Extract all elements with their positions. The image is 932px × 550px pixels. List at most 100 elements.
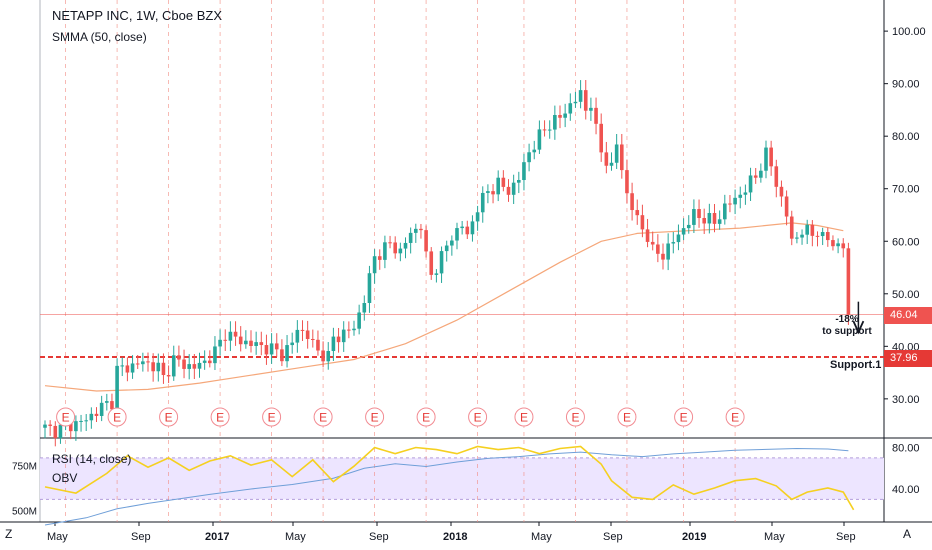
x-tick-label: May bbox=[47, 531, 68, 543]
candle-body bbox=[254, 342, 258, 346]
candle-body bbox=[506, 186, 511, 195]
candle-body bbox=[274, 343, 279, 350]
candle-body bbox=[43, 424, 47, 428]
candle-body bbox=[517, 180, 521, 183]
earnings-marker-label: E bbox=[165, 411, 173, 425]
candle-body bbox=[532, 149, 537, 153]
y-tick-label: 70.00 bbox=[892, 184, 920, 196]
earnings-marker bbox=[262, 407, 282, 427]
candle-body bbox=[120, 365, 125, 367]
candle-body bbox=[676, 234, 681, 243]
candle-body bbox=[264, 345, 269, 355]
candle-body bbox=[341, 329, 346, 343]
candle-body bbox=[48, 424, 52, 426]
earnings-marker bbox=[210, 407, 230, 427]
candle-body bbox=[182, 359, 186, 369]
candle-body bbox=[650, 241, 655, 245]
candle-body bbox=[84, 420, 88, 422]
chart-title: NETAPP INC, 1W, Cboe BZX bbox=[52, 8, 223, 23]
candle-body bbox=[177, 355, 181, 360]
candle-body bbox=[68, 423, 73, 432]
candle-body bbox=[733, 197, 737, 205]
candle-body bbox=[208, 360, 212, 364]
candle-body bbox=[202, 360, 207, 363]
x-tick-label: Sep bbox=[836, 531, 856, 543]
candle-body bbox=[805, 224, 809, 235]
candle-body bbox=[311, 338, 315, 340]
earnings-marker-label: E bbox=[319, 411, 327, 425]
candle-body bbox=[599, 123, 603, 153]
candle-body bbox=[331, 336, 336, 352]
candle-body bbox=[789, 216, 794, 239]
candle-body bbox=[475, 212, 480, 222]
candle-body bbox=[743, 192, 748, 195]
candle-body bbox=[604, 152, 609, 166]
candle-body bbox=[836, 243, 840, 247]
candle-body bbox=[393, 242, 397, 254]
candle-body bbox=[480, 192, 485, 213]
rsi-line bbox=[44, 445, 855, 511]
candle-body bbox=[681, 228, 686, 235]
candle-body bbox=[563, 113, 567, 118]
candle-body bbox=[764, 147, 768, 171]
candle-body bbox=[558, 115, 562, 118]
obv-tick-label: 750M bbox=[12, 462, 37, 473]
x-tick-label: Sep bbox=[369, 531, 389, 543]
candle-body bbox=[218, 339, 222, 347]
candle-body bbox=[295, 329, 300, 343]
candle-body bbox=[841, 243, 846, 249]
candle-body bbox=[135, 363, 140, 365]
candle-body bbox=[187, 364, 191, 369]
candle-body bbox=[589, 107, 593, 111]
candle-body bbox=[470, 221, 475, 235]
earnings-marker bbox=[514, 407, 534, 427]
candle-body bbox=[455, 228, 459, 241]
candle-body bbox=[553, 115, 557, 130]
candle-body bbox=[645, 229, 650, 242]
candle-body bbox=[640, 215, 645, 230]
candle-body bbox=[686, 224, 691, 229]
candle-body bbox=[630, 193, 634, 211]
candle-body bbox=[130, 363, 135, 373]
rsi-tick-label: 40.00 bbox=[892, 484, 920, 496]
candle-body bbox=[156, 362, 161, 372]
y-tick-label: 90.00 bbox=[892, 79, 920, 91]
earnings-marker bbox=[617, 407, 637, 427]
earnings-marker bbox=[313, 407, 333, 427]
candle-body bbox=[166, 375, 171, 377]
candle-body bbox=[105, 401, 109, 403]
candle-body bbox=[774, 166, 779, 187]
timezone-button[interactable]: Z bbox=[5, 527, 13, 541]
candle-body bbox=[197, 362, 202, 369]
earnings-marker bbox=[56, 407, 76, 427]
candle-body bbox=[171, 355, 176, 377]
candle-body bbox=[625, 170, 629, 194]
x-tick-label: May bbox=[531, 531, 552, 543]
candle-body bbox=[759, 170, 763, 178]
candle-body bbox=[846, 248, 851, 315]
drop-annotation: -18% to support bbox=[822, 314, 872, 338]
candle-body bbox=[398, 248, 403, 254]
auto-scale-button[interactable]: A bbox=[903, 527, 912, 541]
x-tick-label: Sep bbox=[603, 531, 623, 543]
candle-body bbox=[465, 226, 470, 235]
candle-body bbox=[110, 401, 114, 410]
last-price-tag: 46.04 bbox=[884, 307, 932, 324]
candle-body bbox=[728, 203, 732, 205]
candle-body bbox=[305, 330, 310, 339]
earnings-marker bbox=[725, 407, 745, 427]
candle-body bbox=[347, 329, 351, 331]
candle-body bbox=[614, 144, 619, 163]
candle-body bbox=[537, 129, 542, 150]
candle-body bbox=[568, 103, 573, 114]
candle-body bbox=[810, 224, 815, 236]
candle-body bbox=[233, 331, 238, 337]
candle-body bbox=[228, 331, 233, 341]
rsi-tick-label: 80.00 bbox=[892, 443, 920, 455]
candle-body bbox=[635, 210, 640, 216]
candle-body bbox=[656, 244, 660, 254]
candle-body bbox=[125, 365, 130, 373]
candle-body bbox=[213, 346, 217, 364]
candle-body bbox=[336, 336, 341, 343]
